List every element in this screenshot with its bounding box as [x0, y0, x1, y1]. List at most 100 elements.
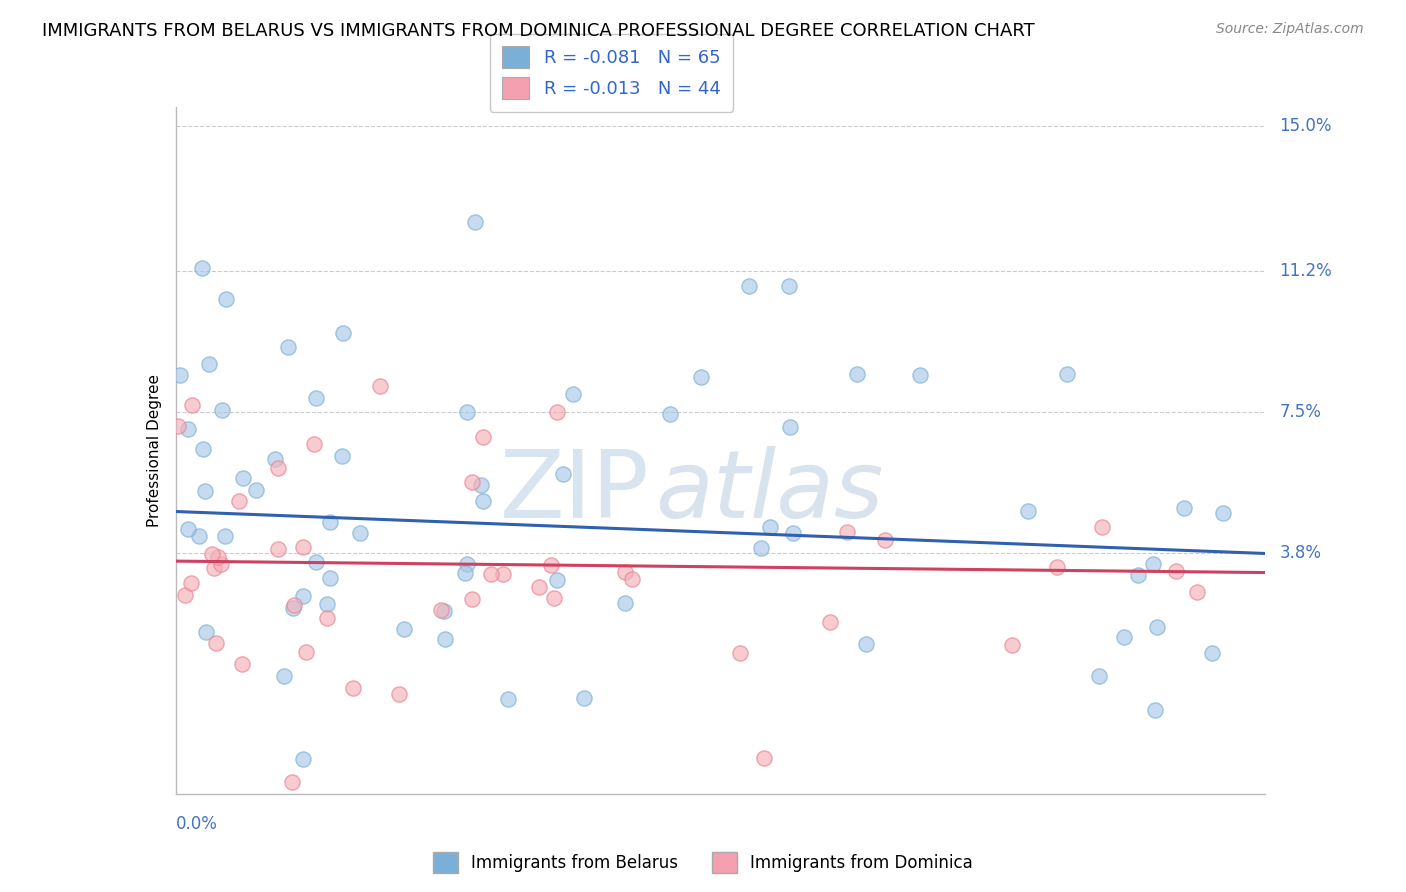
Point — [738, 278, 761, 293]
Point — [291, 751, 314, 765]
Point — [167, 418, 190, 433]
Point — [283, 599, 305, 613]
Point — [267, 542, 290, 557]
Point — [191, 260, 214, 275]
Point — [273, 668, 295, 682]
Point — [211, 403, 233, 417]
Point — [551, 467, 574, 481]
Point — [169, 368, 191, 382]
Point — [277, 340, 299, 354]
Point — [342, 681, 364, 695]
Point — [471, 494, 494, 508]
Point — [319, 571, 342, 585]
Point — [368, 378, 391, 392]
Point — [291, 589, 314, 603]
Text: ZIP: ZIP — [501, 446, 650, 538]
Point — [546, 405, 568, 419]
Point — [1164, 565, 1187, 579]
Point — [479, 567, 502, 582]
Legend: R = -0.081   N = 65, R = -0.013   N = 44: R = -0.081 N = 65, R = -0.013 N = 44 — [489, 34, 734, 112]
Point — [267, 460, 290, 475]
Point — [456, 405, 478, 419]
Point — [264, 452, 287, 467]
Point — [835, 525, 858, 540]
Point — [316, 611, 339, 625]
Point — [332, 326, 354, 341]
Point — [1201, 646, 1223, 660]
Point — [749, 541, 772, 555]
Point — [232, 471, 254, 485]
Text: 7.5%: 7.5% — [1279, 403, 1322, 421]
Point — [464, 214, 486, 228]
Point — [492, 567, 515, 582]
Point — [574, 691, 596, 706]
Point — [614, 566, 637, 580]
Point — [180, 575, 202, 590]
Point — [197, 357, 219, 371]
Point — [207, 549, 229, 564]
Point — [620, 572, 643, 586]
Text: IMMIGRANTS FROM BELARUS VS IMMIGRANTS FROM DOMINICA PROFESSIONAL DEGREE CORRELAT: IMMIGRANTS FROM BELARUS VS IMMIGRANTS FR… — [42, 22, 1035, 40]
Point — [330, 449, 353, 463]
Point — [1046, 560, 1069, 574]
Text: 15.0%: 15.0% — [1279, 117, 1331, 135]
Text: Source: ZipAtlas.com: Source: ZipAtlas.com — [1216, 22, 1364, 37]
Point — [778, 279, 800, 293]
Point — [546, 573, 568, 587]
Point — [543, 591, 565, 605]
Point — [191, 442, 214, 456]
Point — [540, 558, 562, 572]
Point — [201, 547, 224, 561]
Point — [461, 475, 484, 489]
Point — [319, 515, 342, 529]
Point — [245, 483, 267, 498]
Point — [388, 687, 411, 701]
Point — [316, 597, 339, 611]
Point — [433, 604, 456, 618]
Point — [1056, 367, 1078, 381]
Point — [1126, 568, 1149, 582]
Point — [231, 657, 253, 672]
Point — [295, 645, 318, 659]
Point — [1143, 703, 1166, 717]
Point — [305, 555, 328, 569]
Text: 11.2%: 11.2% — [1279, 262, 1331, 280]
Point — [1173, 500, 1195, 515]
Point — [305, 391, 328, 405]
Point — [873, 533, 896, 547]
Point — [215, 292, 238, 306]
Point — [614, 596, 637, 610]
Point — [228, 494, 250, 508]
Y-axis label: Professional Degree: Professional Degree — [146, 374, 162, 527]
Point — [759, 520, 782, 534]
Point — [281, 601, 304, 615]
Point — [658, 407, 681, 421]
Point — [349, 526, 371, 541]
Point — [433, 632, 456, 646]
Text: 0.0%: 0.0% — [176, 815, 218, 833]
Point — [728, 646, 751, 660]
Point — [214, 529, 236, 543]
Point — [205, 635, 228, 649]
Point — [1001, 638, 1024, 652]
Point — [690, 369, 713, 384]
Point — [496, 692, 519, 706]
Point — [752, 751, 775, 765]
Legend: Immigrants from Belarus, Immigrants from Dominica: Immigrants from Belarus, Immigrants from… — [426, 846, 980, 880]
Point — [1187, 584, 1209, 599]
Point — [818, 615, 841, 630]
Point — [470, 478, 492, 492]
Point — [1212, 506, 1234, 520]
Point — [194, 625, 217, 640]
Point — [176, 522, 198, 536]
Point — [1087, 668, 1109, 682]
Point — [302, 437, 325, 451]
Point — [1091, 520, 1114, 534]
Point — [908, 368, 931, 382]
Point — [211, 558, 233, 572]
Point — [181, 399, 204, 413]
Point — [1142, 557, 1164, 571]
Point — [291, 540, 314, 554]
Point — [456, 558, 478, 572]
Point — [1114, 631, 1136, 645]
